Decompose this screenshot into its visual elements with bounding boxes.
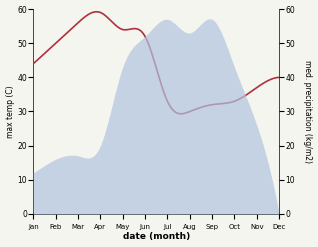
Y-axis label: max temp (C): max temp (C) [5, 85, 15, 138]
X-axis label: date (month): date (month) [123, 232, 190, 242]
Y-axis label: med. precipitation (kg/m2): med. precipitation (kg/m2) [303, 60, 313, 163]
